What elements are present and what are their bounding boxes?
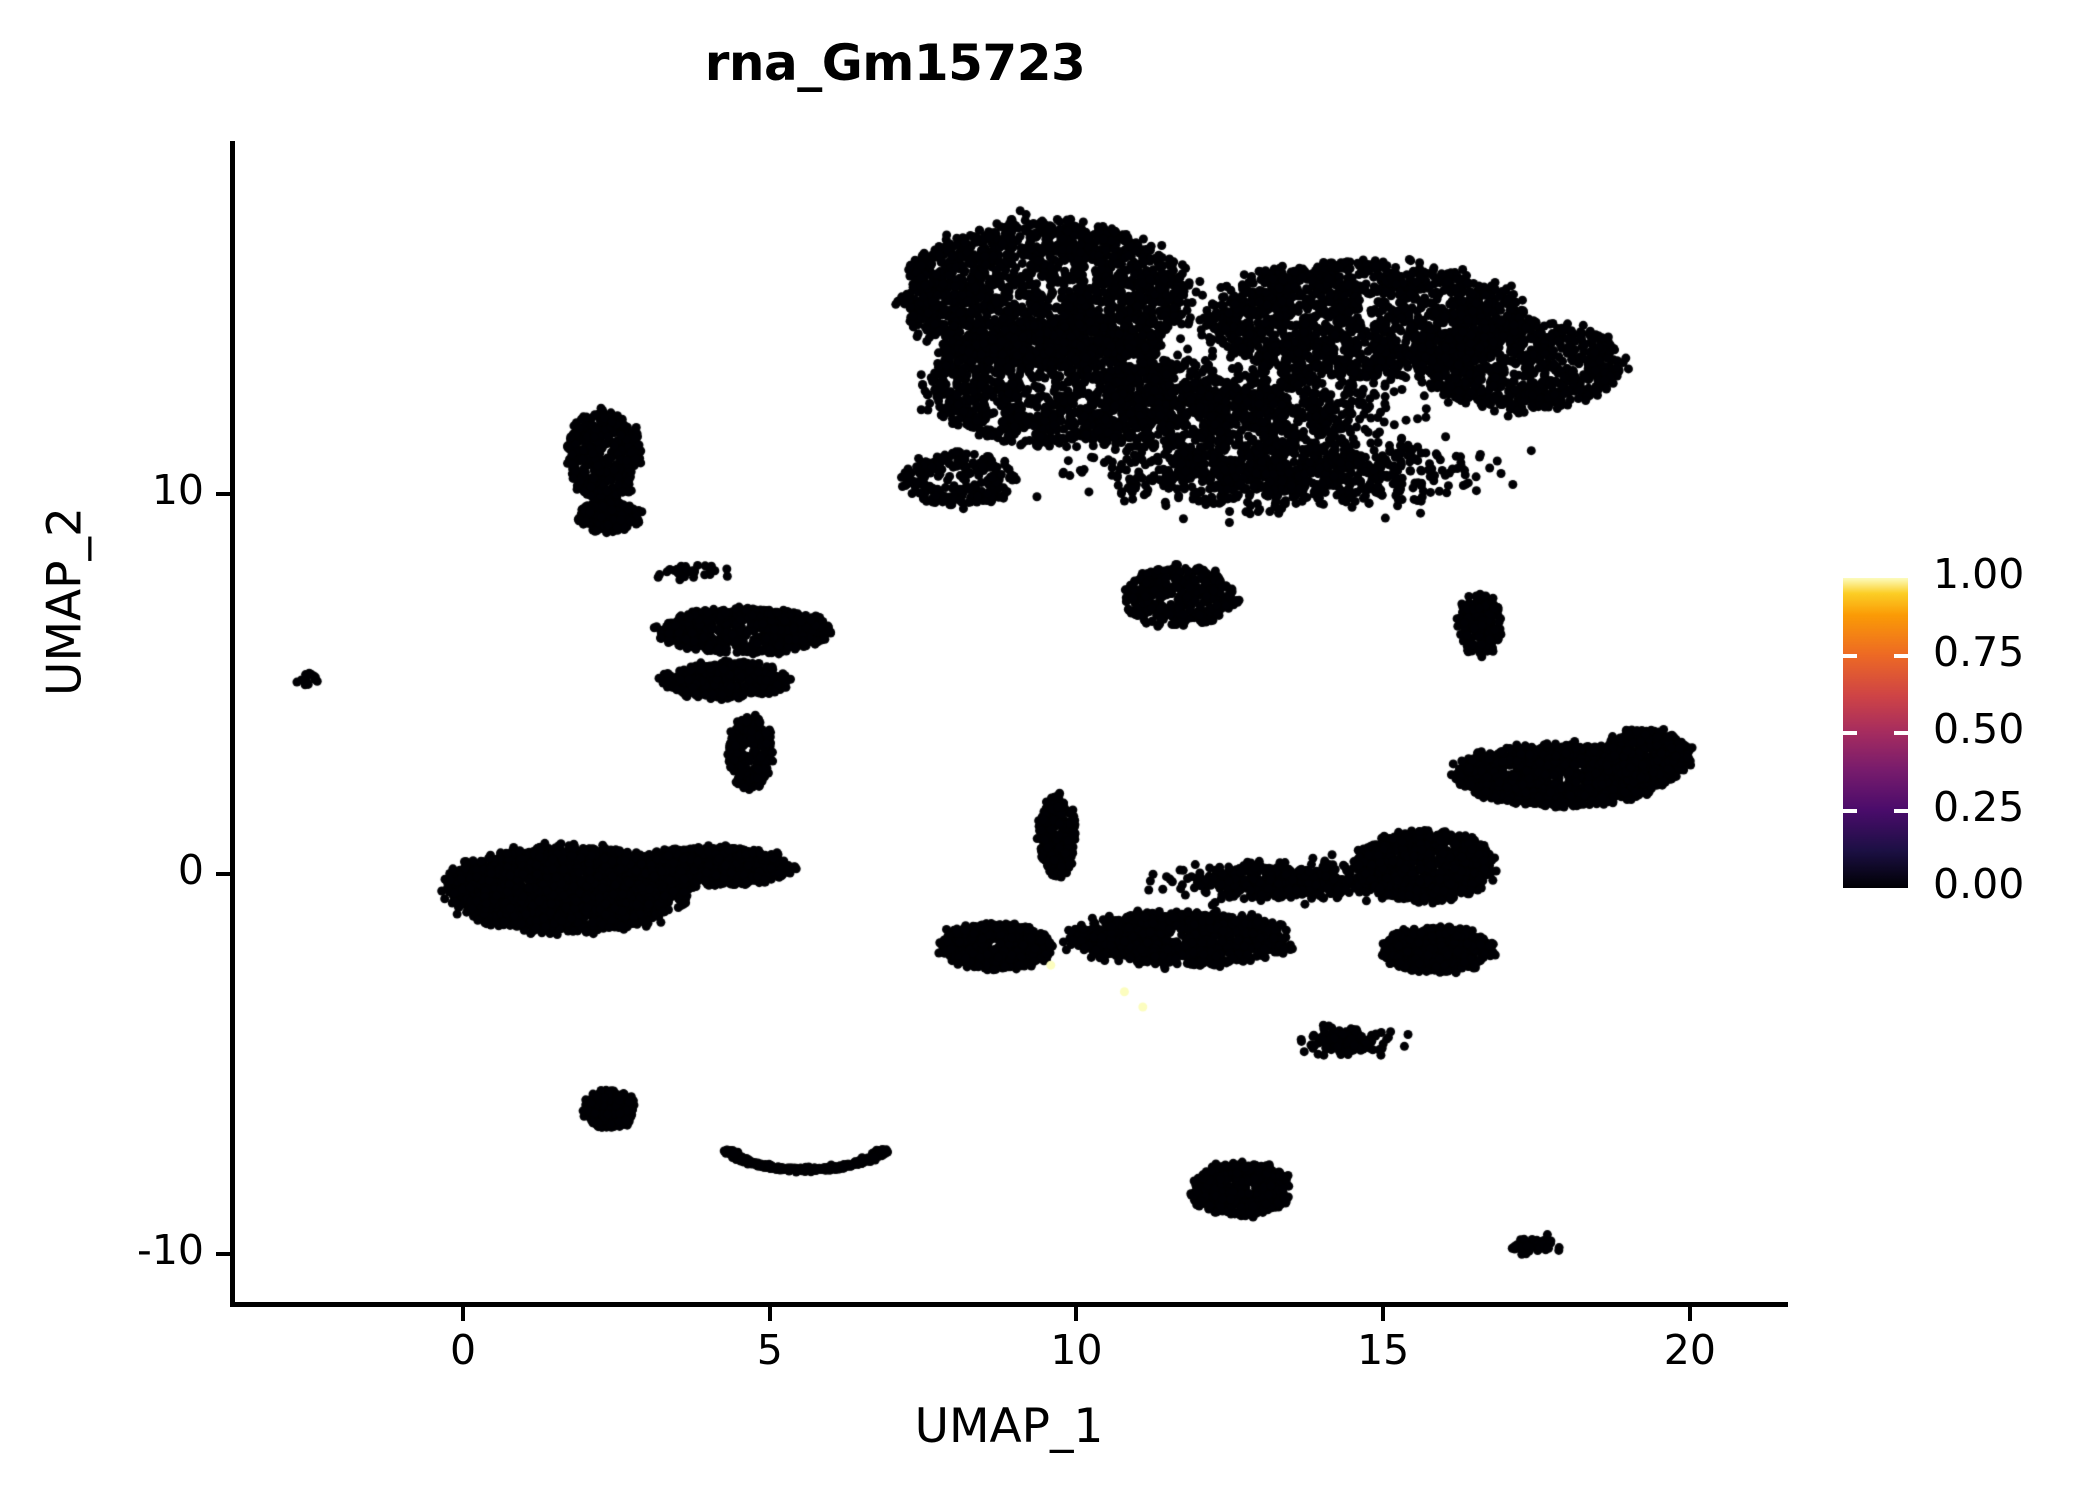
x-tick-label: 0: [450, 1326, 477, 1374]
x-tick-label: 5: [756, 1326, 783, 1374]
colorbar-tick-label: 0.50: [1933, 705, 2025, 753]
y-axis-label: UMAP_2: [37, 507, 93, 696]
colorbar-tick-label: 0.75: [1933, 627, 2025, 676]
x-tick-mark: [767, 1307, 772, 1321]
colorbar-tick-mark: [1894, 731, 1908, 735]
x-axis-label: UMAP_1: [914, 1399, 1104, 1454]
x-tick-mark: [1687, 1307, 1692, 1321]
colorbar-tick-label: 1.00: [1933, 550, 2025, 598]
y-tick-label: 0: [177, 846, 204, 895]
x-tick-label: 10: [1050, 1326, 1103, 1374]
y-tick-mark: [216, 1251, 230, 1256]
colorbar-tick-mark: [1843, 808, 1857, 813]
plot-axes-area: [230, 141, 1793, 1307]
colorbar-tick-mark: [1894, 653, 1908, 658]
page-title: rna_Gm15723: [704, 34, 1086, 92]
colorbar-tick-label: 0.00: [1933, 860, 2025, 908]
x-tick-mark: [461, 1307, 466, 1321]
colorbar-tick-label: 0.25: [1933, 782, 2025, 831]
x-tick-label: 15: [1357, 1326, 1410, 1374]
colorbar-tick-mark: [1843, 731, 1857, 735]
scatter-point-cloud: [235, 141, 1793, 1307]
x-tick-mark: [1381, 1307, 1386, 1321]
colorbar-tick-mark: [1843, 653, 1857, 658]
x-tick-label: 20: [1663, 1326, 1716, 1374]
y-tick-label: -10: [137, 1225, 204, 1274]
y-tick-mark: [216, 872, 230, 877]
y-tick-mark: [216, 492, 230, 497]
y-tick-label: 10: [151, 466, 204, 515]
colorbar-tick-mark: [1894, 808, 1908, 813]
x-tick-mark: [1074, 1307, 1079, 1321]
